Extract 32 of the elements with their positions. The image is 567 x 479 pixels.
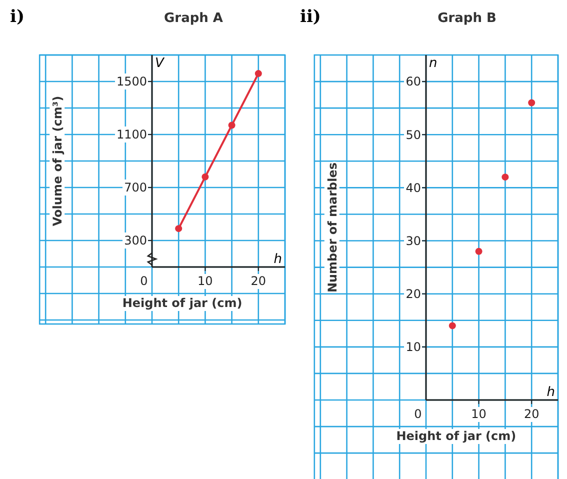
x-tick-label: 10: [198, 274, 213, 288]
annotation: V: [155, 56, 165, 71]
y-tick-label: 20: [406, 287, 421, 302]
annotation: h: [546, 385, 555, 400]
annotation: h: [274, 252, 282, 267]
x-tick-label: 20: [250, 274, 266, 288]
y-axis-title: Volume of jar (cm³): [50, 96, 65, 226]
y-tick-label: 50: [406, 128, 421, 142]
x-tick-label: 0: [140, 274, 148, 288]
x-tick-label: 20: [524, 407, 540, 421]
point: [502, 174, 509, 181]
y-tick-label: 10: [406, 340, 421, 354]
chart-title: Graph A: [164, 11, 224, 26]
annotation: n: [429, 56, 438, 71]
x-tick-label: 10: [471, 407, 486, 421]
y-tick-label: 1100: [116, 128, 147, 142]
y-tick-label: 300: [124, 234, 147, 248]
y-tick-label: 700: [124, 180, 147, 195]
point: [528, 99, 536, 106]
y-axis-title: Number of marbles: [325, 162, 340, 293]
text: ii): [300, 7, 321, 27]
point: [475, 248, 482, 255]
y-tick-label: 40: [406, 180, 421, 195]
x-tick-label: 0: [414, 407, 422, 421]
x-axis-title: Height of jar (cm): [396, 429, 516, 443]
point: [448, 322, 456, 330]
text: i): [10, 7, 25, 27]
y-tick-label: 30: [406, 234, 421, 248]
x-axis-title: Height of jar (cm): [122, 296, 242, 310]
chart-title: Graph B: [438, 11, 496, 26]
y-tick-label: 1500: [116, 74, 147, 89]
y-tick-label: 60: [406, 74, 421, 89]
